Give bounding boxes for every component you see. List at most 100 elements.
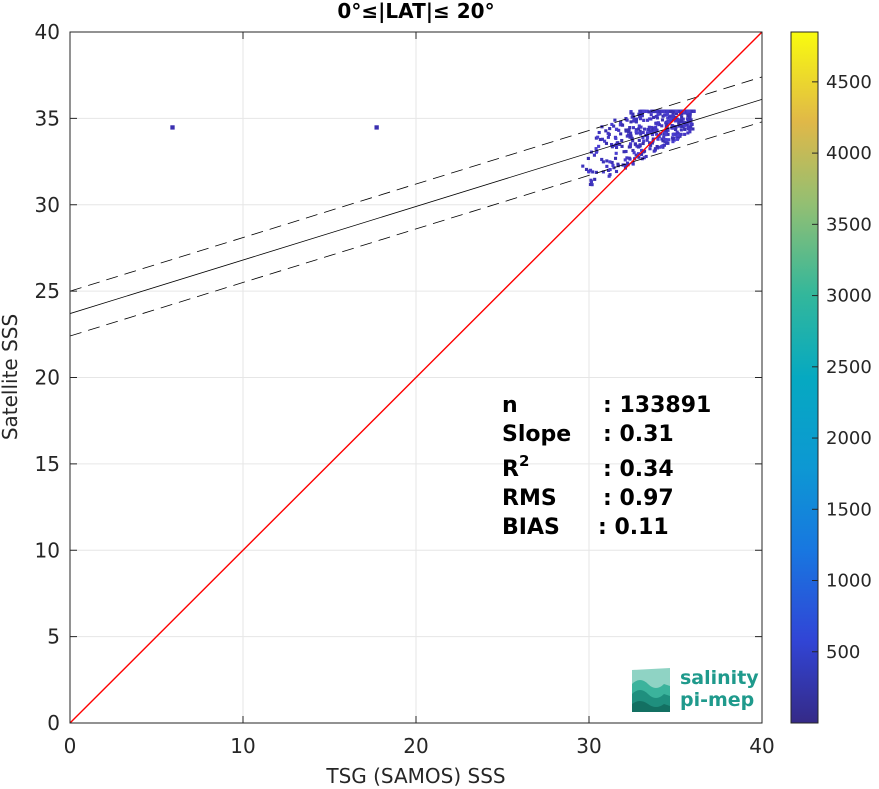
density-cell — [651, 137, 655, 141]
density-cell — [614, 169, 619, 174]
y-axis-label: Satellite SSS — [0, 314, 22, 440]
density-cell — [680, 115, 684, 119]
y-tick-label: 15 — [35, 452, 60, 476]
density-cell — [657, 123, 661, 127]
density-cell — [603, 139, 607, 143]
density-cell — [653, 130, 657, 134]
density-cell — [597, 144, 601, 148]
stat-bias-label: BIAS — [502, 515, 560, 540]
density-cell — [647, 128, 651, 132]
density-cell — [671, 112, 675, 117]
density-cell — [675, 130, 679, 134]
density-cell — [632, 117, 636, 121]
density-cell — [648, 147, 652, 151]
regression-line — [70, 98, 762, 314]
density-cell — [637, 124, 641, 128]
density-cell — [634, 129, 638, 134]
density-cell — [666, 132, 670, 136]
density-cell — [645, 135, 650, 139]
density-cell — [614, 145, 619, 150]
density-cell — [637, 112, 641, 116]
density-cell — [640, 113, 644, 117]
density-cell — [664, 133, 668, 137]
density-cell — [660, 124, 664, 128]
density-cell — [631, 162, 635, 166]
x-tick-label: 10 — [230, 734, 255, 758]
density-cell — [624, 149, 628, 154]
density-cell — [628, 126, 632, 130]
density-cell — [627, 130, 631, 134]
density-cell — [635, 144, 639, 148]
density-cell — [621, 123, 625, 127]
density-cell — [655, 144, 659, 149]
density-cell — [624, 117, 628, 121]
density-cell — [665, 126, 669, 130]
density-cell — [606, 135, 610, 139]
density-cell — [685, 117, 690, 121]
fit-lines — [70, 32, 762, 723]
stat-n-value: : 133891 — [603, 393, 711, 418]
density-cell — [628, 143, 632, 147]
density-cell — [690, 109, 694, 113]
stats-box: n : 133891 Slope : 0.31 R2 : 0.34 RMS : … — [502, 393, 711, 540]
density-cell — [629, 111, 633, 115]
density-cell — [651, 130, 655, 134]
density-cell — [608, 160, 612, 164]
density-cell — [679, 128, 683, 132]
density-cell — [590, 183, 594, 187]
density-cell — [671, 115, 675, 119]
density-cell — [615, 141, 619, 145]
density-cell — [657, 134, 661, 138]
density-cell — [671, 132, 675, 136]
colorbar-tick-label: 4000 — [826, 143, 872, 164]
density-cell — [642, 118, 646, 122]
density-cell — [612, 166, 616, 170]
density-cell — [614, 151, 618, 155]
density-cell — [639, 132, 643, 136]
density-cell — [631, 126, 635, 130]
density-cell — [627, 156, 631, 160]
density-cell — [623, 158, 627, 162]
density-cell — [616, 162, 620, 166]
density-cell — [666, 116, 670, 120]
density-cell — [662, 132, 666, 136]
density-cell — [654, 114, 658, 118]
density-cell — [600, 157, 604, 162]
density-cell — [610, 160, 614, 165]
density-cell — [630, 136, 634, 140]
density-cell — [624, 128, 628, 132]
density-cell — [634, 128, 638, 132]
density-cell — [685, 123, 689, 127]
density-cell — [664, 128, 668, 133]
density-cell — [632, 119, 636, 123]
density-cell — [581, 164, 585, 168]
chart-title: 0°≤|LAT|≤ 20° — [337, 0, 494, 23]
density-cell — [689, 122, 693, 126]
colorbar-tick-label: 1000 — [826, 571, 872, 592]
identity-line — [70, 32, 762, 723]
density-cell — [662, 130, 666, 134]
density-cell — [680, 124, 684, 128]
density-cell — [671, 110, 675, 114]
density-cell — [686, 119, 690, 124]
density-cell — [626, 163, 630, 167]
density-cell — [666, 141, 670, 145]
density-cell — [633, 142, 637, 146]
density-cell — [667, 120, 671, 124]
y-tick-label: 35 — [35, 106, 60, 130]
upper-band-line — [70, 76, 762, 292]
density-cell — [640, 148, 644, 152]
density-cell — [642, 156, 646, 160]
density-cell — [634, 153, 638, 157]
density-cell — [665, 109, 669, 113]
density-cell — [648, 141, 652, 145]
density-cell — [640, 152, 644, 156]
density-cell — [604, 141, 609, 145]
x-tick-label: 20 — [403, 734, 428, 758]
density-cell — [584, 167, 589, 171]
density-cell — [617, 128, 621, 132]
density-cell — [613, 143, 617, 148]
density-cell — [655, 128, 659, 132]
density-cell — [631, 148, 635, 153]
